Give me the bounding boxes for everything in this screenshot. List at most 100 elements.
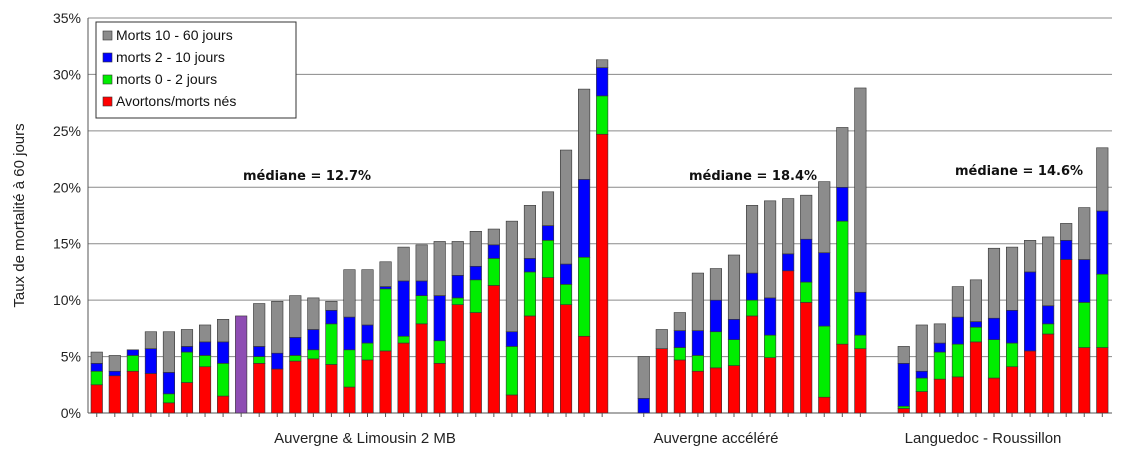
y-tick-label: 35% [53, 10, 81, 26]
bar-segment-m210 [343, 316, 356, 351]
bar-segment-m1060 [897, 346, 910, 364]
bar-segment-m1060 [745, 205, 759, 274]
legend-swatch-m02 [102, 74, 113, 85]
bar-segment-m1060 [469, 231, 482, 267]
bar-segment-m1060 [578, 88, 591, 180]
bar-segment-m1060 [90, 351, 103, 364]
bar-segment-avortons [596, 133, 609, 414]
bar-segment-m1060 [764, 200, 777, 299]
bar-segment-m210 [487, 244, 500, 259]
bar-segment-m02 [541, 240, 555, 278]
bar-segment-m210 [469, 265, 482, 281]
bar-segment-avortons [343, 386, 356, 414]
bar-segment-m1060 [596, 59, 609, 68]
bar-segment-m02 [836, 220, 849, 345]
bar-segment-m02 [854, 334, 867, 349]
bar-segment-m210 [578, 179, 591, 258]
bar-segment-avortons [90, 384, 103, 414]
bar-segment-m210 [289, 337, 302, 356]
bar-segment-m02 [764, 334, 777, 358]
bar-segment-m210 [523, 258, 537, 273]
bar-segment-m1060 [709, 268, 723, 301]
bar-segment-m210 [951, 316, 964, 345]
bar-segment-avortons [235, 315, 248, 414]
legend-box [95, 21, 297, 119]
bar-segment-avortons [691, 370, 704, 414]
bar-segment-avortons [505, 394, 518, 414]
bar-segment-m02 [379, 288, 392, 352]
bar-segment-m210 [745, 272, 759, 301]
bar-segment-avortons [559, 304, 573, 414]
bar-segment-m1060 [969, 279, 983, 322]
bar-segment-m02 [596, 95, 609, 135]
bar-segment-m210 [897, 363, 910, 407]
bar-segment-avortons [253, 363, 266, 414]
bar-segment-m02 [709, 331, 723, 369]
bar-segment-m210 [727, 319, 741, 340]
bar-segment-avortons [289, 360, 302, 414]
legend-label-avortons: Avortons/morts nés [116, 93, 236, 109]
bar-segment-m210 [126, 349, 139, 356]
bar-segment-avortons [180, 382, 194, 414]
bar-segment-m1060 [1024, 240, 1037, 273]
bar-segment-m1060 [343, 269, 356, 318]
y-tick-label: 0% [61, 405, 81, 421]
bar-segment-m210 [764, 297, 777, 336]
bar-segment-m02 [691, 355, 704, 372]
bar-segment-avortons [655, 348, 668, 414]
bar-segment-m210 [90, 363, 103, 372]
bar-segment-m1060 [217, 319, 230, 343]
bar-segment-m1060 [180, 329, 194, 347]
bar-segment-avortons [897, 408, 910, 414]
bar-segment-m02 [469, 279, 482, 313]
bar-segment-m1060 [673, 312, 686, 331]
legend-swatch-m1060 [102, 30, 113, 41]
bar-segment-m210 [1078, 259, 1091, 303]
bar-segment-m1060 [1042, 236, 1055, 307]
bar-segment-m1060 [655, 329, 668, 349]
bar-segment-m210 [673, 330, 686, 348]
bar-segment-m210 [782, 253, 795, 272]
bar-segment-avortons [969, 341, 983, 414]
bar-segment-m02 [253, 356, 266, 364]
bar-segment-m210 [987, 317, 1001, 340]
bar-segment-m02 [307, 349, 320, 360]
bar-segment-m1060 [1096, 147, 1109, 212]
bar-segment-m1060 [199, 324, 212, 343]
bar-segment-m210 [253, 346, 266, 357]
bar-segment-avortons [108, 375, 121, 414]
bar-segment-m02 [951, 343, 964, 378]
bar-segment-m1060 [487, 228, 500, 246]
bar-segment-m02 [451, 297, 464, 305]
bar-segment-m210 [433, 295, 446, 342]
group-label: Auvergne accéléré [653, 430, 778, 447]
median-annotation: médiane = 14.6% [955, 164, 1083, 179]
bar-segment-m02 [343, 349, 356, 388]
bar-segment-m210 [1005, 309, 1019, 344]
bar-segment-m210 [1060, 240, 1073, 260]
bar-segment-m1060 [727, 254, 741, 320]
bar-segment-m02 [433, 340, 446, 364]
bar-segment-avortons [764, 357, 777, 414]
y-tick-label: 30% [53, 66, 81, 82]
y-tick-label: 10% [53, 292, 81, 308]
bar-segment-m1060 [987, 247, 1001, 319]
group-label: Languedoc - Roussillon [905, 430, 1062, 447]
bar-segment-m1060 [951, 286, 964, 318]
bar-segment-m1060 [253, 303, 266, 347]
bar-segment-m02 [325, 323, 338, 365]
bar-segment-avortons [144, 373, 157, 414]
bar-segment-m02 [289, 355, 302, 362]
bar-segment-m02 [180, 351, 194, 383]
bar-segment-avortons [578, 335, 591, 414]
bar-segment-avortons [126, 370, 139, 414]
bar-segment-m02 [90, 370, 103, 386]
bar-segment-m210 [397, 280, 410, 337]
bar-segment-m210 [541, 225, 555, 241]
median-annotation: médiane = 18.4% [689, 169, 817, 184]
bar-segment-avortons [915, 391, 928, 414]
bar-segment-m210 [596, 67, 609, 97]
bar-segment-m1060 [782, 198, 795, 255]
bar-segment-avortons [523, 315, 537, 414]
